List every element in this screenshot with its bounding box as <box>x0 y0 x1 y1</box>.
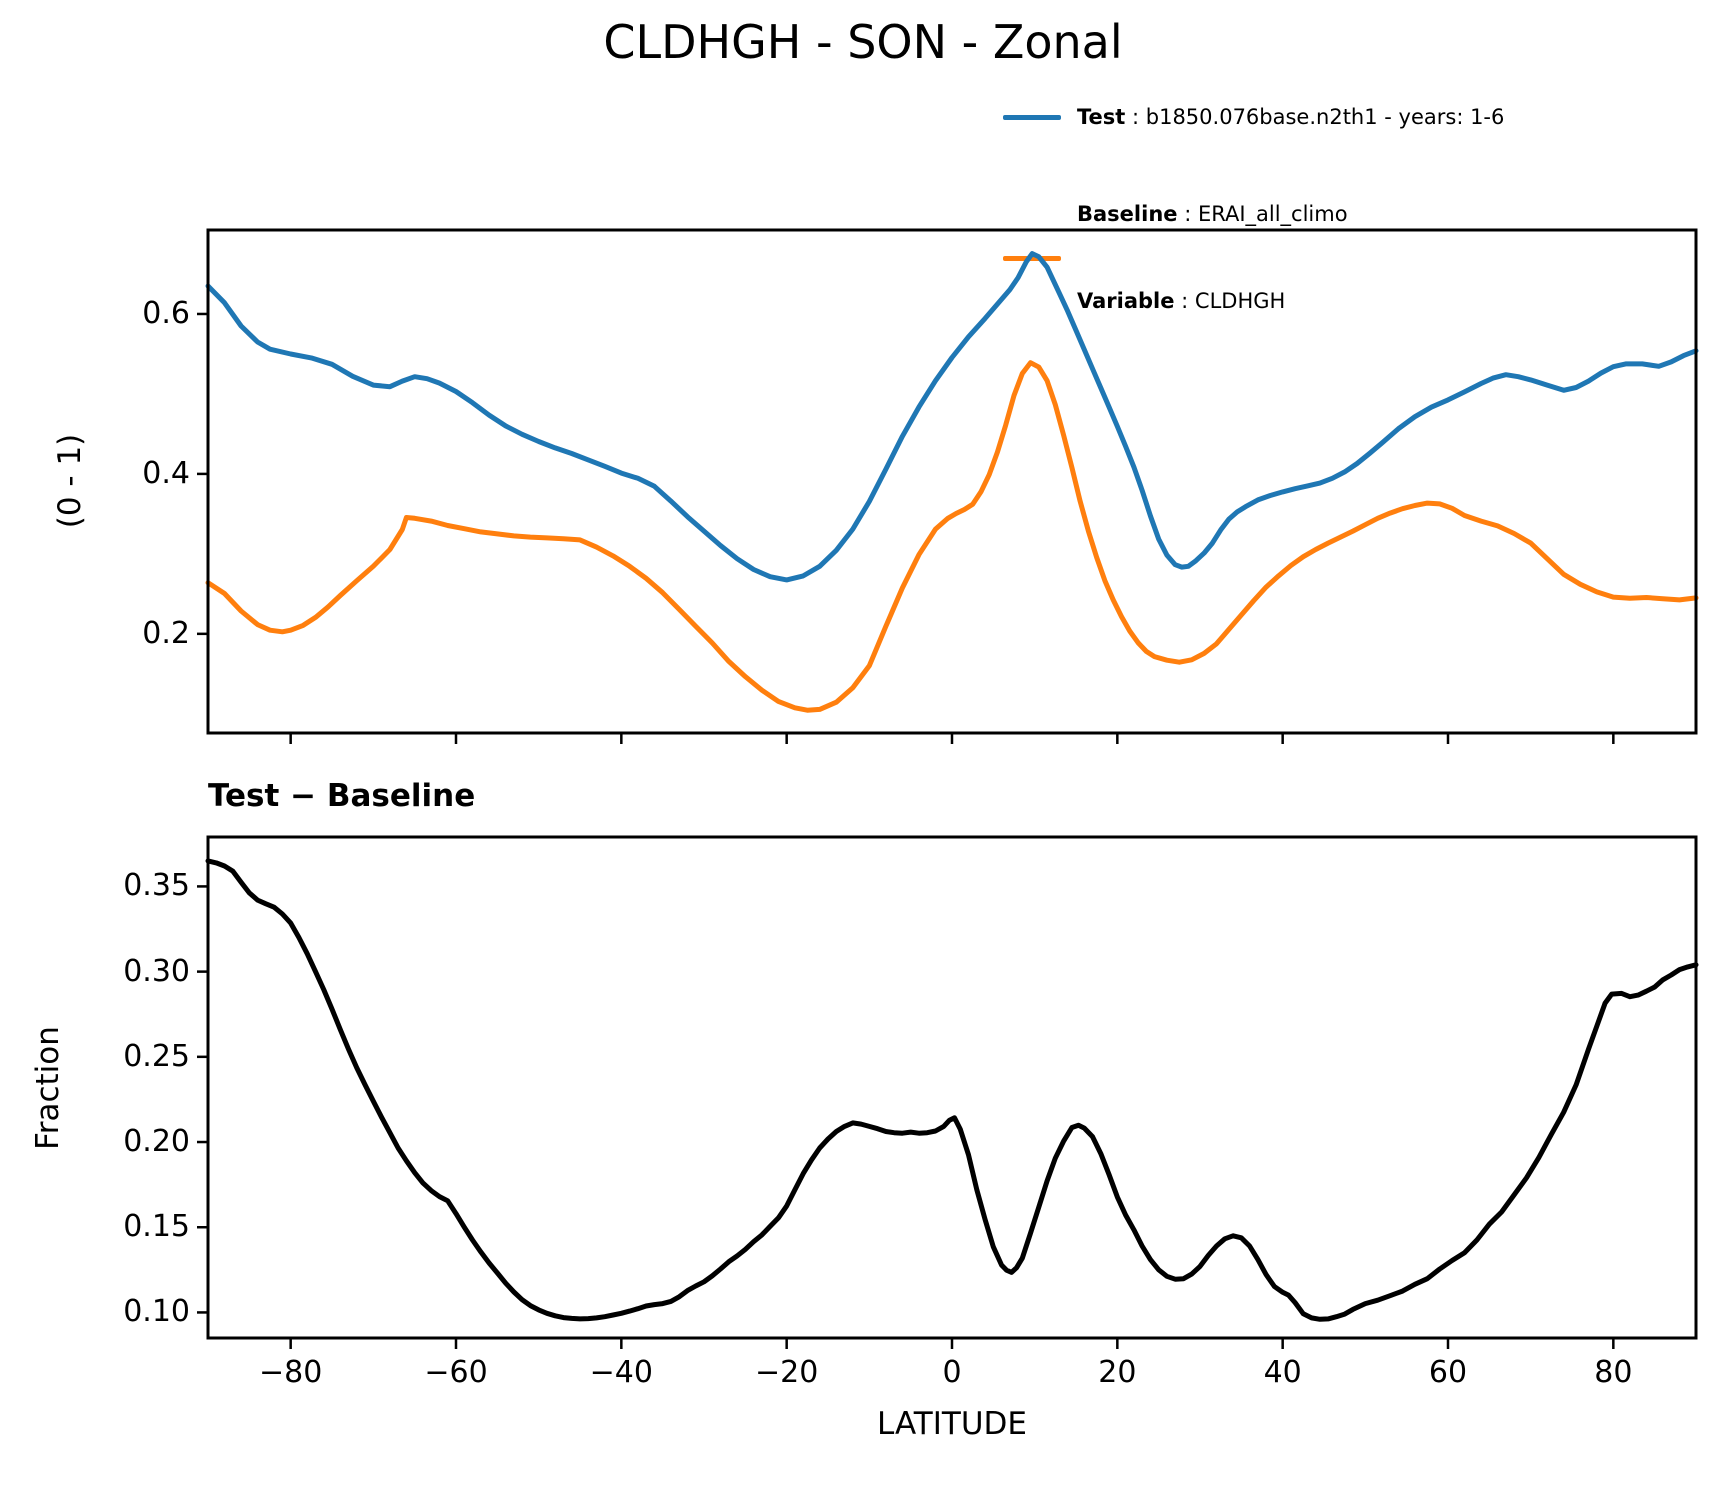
x-tick-label: 20 <box>1098 1355 1137 1390</box>
legend-item-test: Test : b1850.076base.n2th1 - years: 1-6 <box>1003 103 1504 132</box>
legend-label-baseline-key: Baseline <box>1077 202 1178 226</box>
figure-title: CLDHGH - SON - Zonal <box>603 15 1123 69</box>
x-tick-label: −60 <box>424 1355 488 1390</box>
x-tick-label: 40 <box>1263 1355 1302 1390</box>
y-tick-label: 0.15 <box>123 1209 190 1245</box>
plot-frame <box>206 835 1698 1340</box>
plot-frame <box>206 228 1698 735</box>
x-tick-label: −80 <box>259 1355 323 1390</box>
legend-label-baseline-line1: Baseline : ERAI_all_climo <box>1077 200 1348 229</box>
y-tick-label: 0.6 <box>142 295 190 331</box>
diff-plot <box>197 835 1699 1349</box>
y-tick-label: 0.25 <box>123 1038 190 1074</box>
top-plot <box>197 228 1699 744</box>
legend-label-baseline: Baseline : ERAI_all_climo Variable : CLD… <box>1077 142 1348 374</box>
x-tick-label: 60 <box>1428 1355 1468 1390</box>
legend-label-test-key: Test <box>1077 105 1126 129</box>
legend-label-variable-value: : CLDHGH <box>1174 289 1286 313</box>
x-axis-label: LATITUDE <box>877 1406 1027 1442</box>
x-tick-label: 0 <box>942 1355 962 1390</box>
y-tick-label: 0.30 <box>123 953 190 989</box>
legend-label-variable-line2: Variable : CLDHGH <box>1077 287 1348 316</box>
y-tick-label: 0.35 <box>123 868 190 904</box>
diff-plot-ylabel: Fraction <box>30 1026 66 1150</box>
legend-label-baseline-value: : ERAI_all_climo <box>1177 202 1348 226</box>
series-line-test-baseline <box>205 858 1699 1322</box>
x-tick-label: −40 <box>589 1355 653 1390</box>
diff-plot-title: Test − Baseline <box>208 778 476 814</box>
y-tick-label: 0.20 <box>123 1124 190 1160</box>
x-tick-label: −20 <box>755 1355 819 1390</box>
legend-label-test: Test : b1850.076base.n2th1 - years: 1-6 <box>1077 103 1504 132</box>
legend: Test : b1850.076base.n2th1 - years: 1-6 … <box>1003 103 1504 374</box>
legend-item-baseline: Baseline : ERAI_all_climo Variable : CLD… <box>1003 142 1504 374</box>
y-tick-label: 0.4 <box>142 455 190 491</box>
y-tick-label: 0.10 <box>123 1294 190 1330</box>
series-line-test <box>205 251 1699 583</box>
legend-swatch-test <box>1003 115 1061 120</box>
legend-label-test-value: : b1850.076base.n2th1 - years: 1-6 <box>1125 105 1505 129</box>
y-tick-label: 0.2 <box>142 615 190 651</box>
legend-label-variable-key: Variable <box>1077 289 1175 313</box>
x-tick-label: 80 <box>1594 1355 1633 1390</box>
series-line-baseline <box>205 360 1699 713</box>
